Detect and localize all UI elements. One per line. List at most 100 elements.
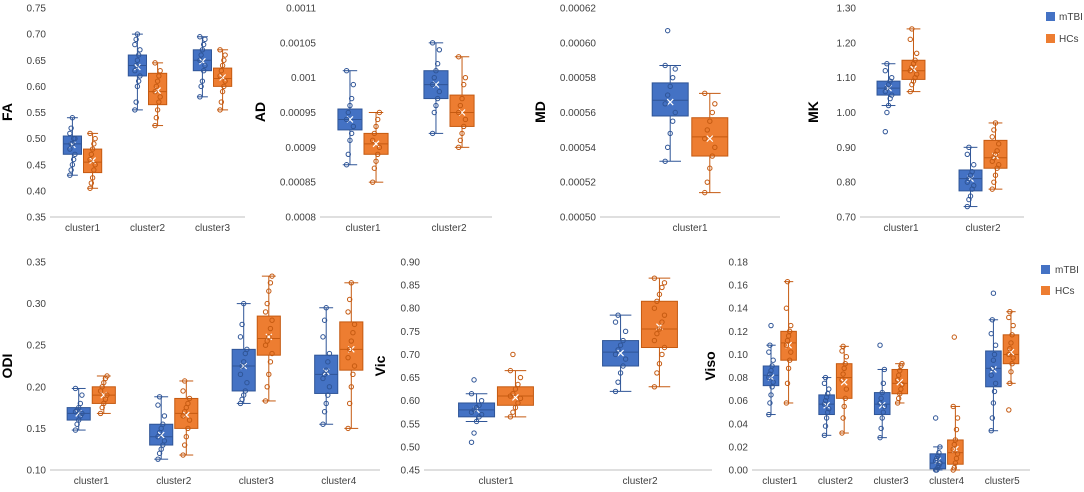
mtbi-data-point <box>769 363 775 369</box>
mtbi-data-point <box>884 61 890 67</box>
mtbi-data-point <box>468 391 475 397</box>
y-tick-label: 0.00085 <box>280 178 317 189</box>
hcs-data-point <box>348 338 354 344</box>
mtbi-data-point <box>879 415 885 421</box>
mtbi-data-point <box>964 203 971 210</box>
hcs-data-point <box>89 175 96 181</box>
mtbi-data-point <box>161 438 168 444</box>
mtbi-data-point <box>937 444 943 450</box>
hcs-data-point <box>156 99 162 105</box>
hcs-box <box>947 439 964 465</box>
hcs-data-point <box>219 88 226 95</box>
hcs-data-point <box>369 179 376 185</box>
hcs-data-point <box>991 127 997 133</box>
mtbi-data-point <box>67 172 73 178</box>
mtbi-data-point <box>662 62 668 69</box>
hcs-data-point <box>951 334 957 340</box>
y-tick-label: 0.55 <box>27 108 47 119</box>
y-tick-label: 0.14 <box>729 304 749 315</box>
mtbi-data-point <box>880 380 887 387</box>
mtbi-mean-marker <box>666 98 674 106</box>
hcs-data-point <box>1007 345 1013 352</box>
hcs-data-point <box>350 330 356 336</box>
hcs-data-point <box>1008 340 1014 346</box>
hcs-data-point <box>267 325 274 332</box>
mtbi-data-point <box>615 347 621 353</box>
hcs-data-point <box>266 334 272 340</box>
mtbi-data-point <box>468 439 475 445</box>
y-axis-label: MD <box>532 101 548 123</box>
mtbi-data-point <box>350 123 357 130</box>
mtbi-data-point <box>664 144 671 151</box>
legend-hcs-swatch <box>1046 34 1055 43</box>
hcs-data-point <box>152 122 158 129</box>
y-tick-label: 0.00058 <box>560 73 597 84</box>
mtbi-data-point <box>889 74 895 81</box>
hcs-data-point <box>659 319 665 325</box>
hcs-data-point <box>104 373 110 379</box>
hcs-data-point <box>92 135 98 142</box>
hcs-data-point <box>87 156 93 163</box>
hcs-data-point <box>262 309 269 315</box>
mtbi-data-point <box>161 413 168 419</box>
hcs-data-point <box>784 380 791 387</box>
mtbi-data-point <box>988 330 994 337</box>
hcs-data-point <box>512 386 519 392</box>
mtbi-data-point <box>434 95 441 102</box>
y-tick-label: 0.45 <box>401 466 421 477</box>
mtbi-data-point <box>664 27 671 34</box>
mtbi-data-point <box>885 102 892 109</box>
mtbi-data-point <box>988 428 994 434</box>
hcs-data-point <box>348 280 354 286</box>
mtbi-data-point <box>767 400 773 406</box>
y-tick-label: 1.10 <box>837 73 857 84</box>
hcs-box <box>256 315 281 356</box>
mtbi-data-point <box>431 109 437 116</box>
mtbi-data-point <box>881 366 888 373</box>
hcs-data-point <box>954 451 961 457</box>
x-tick-label: cluster1 <box>478 476 513 487</box>
mtbi-data-point <box>478 411 485 418</box>
mtbi-data-point <box>768 322 774 329</box>
mtbi-data-point <box>244 379 250 386</box>
hcs-data-point <box>952 437 959 443</box>
y-tick-label: 0.15 <box>27 424 47 435</box>
mtbi-data-point <box>768 392 774 398</box>
mtbi-data-point <box>244 346 250 353</box>
mtbi-data-point <box>478 397 485 404</box>
x-tick-label: cluster3 <box>873 476 908 487</box>
hcs-data-point <box>783 305 790 311</box>
y-axis-label: MK <box>805 101 821 123</box>
y-tick-label: 0.40 <box>27 186 47 197</box>
x-tick-label: cluster5 <box>985 476 1020 487</box>
hcs-mean-marker <box>896 378 904 386</box>
mtbi-data-point <box>155 402 161 408</box>
y-tick-label: 0.30 <box>27 299 47 310</box>
hcs-data-point <box>92 162 98 168</box>
hcs-mean-marker <box>840 378 848 386</box>
mtbi-data-point <box>471 377 477 383</box>
hcs-data-point <box>840 371 846 377</box>
mtbi-data-point <box>612 351 619 358</box>
mk-chart: 0.70 0.80 0.90 1.00 1.10 1.20 1.30 MK cluster1 cl… <box>805 4 1024 234</box>
y-tick-label: 0.02 <box>729 442 749 453</box>
mtbi-data-point <box>197 34 203 40</box>
hcs-data-point <box>1008 369 1014 375</box>
hcs-data-point <box>455 54 462 60</box>
hcs-data-point <box>992 120 999 126</box>
y-tick-label: 0.60 <box>27 82 47 93</box>
mtbi-data-point <box>132 68 138 74</box>
hcs-box <box>339 321 364 371</box>
mtbi-data-point <box>770 357 776 363</box>
hcs-data-point <box>840 415 846 421</box>
mtbi-data-point <box>77 400 84 407</box>
hcs-data-point <box>656 360 663 367</box>
hcs-data-point <box>654 298 660 304</box>
hcs-data-point <box>455 144 462 151</box>
mtbi-data-point <box>137 47 143 53</box>
mtbi-data-point <box>198 52 204 58</box>
hcs-data-point <box>87 130 93 137</box>
hcs-data-point <box>512 404 519 411</box>
y-tick-label: 0.80 <box>837 178 857 189</box>
hcs-mean-marker <box>1007 348 1015 356</box>
